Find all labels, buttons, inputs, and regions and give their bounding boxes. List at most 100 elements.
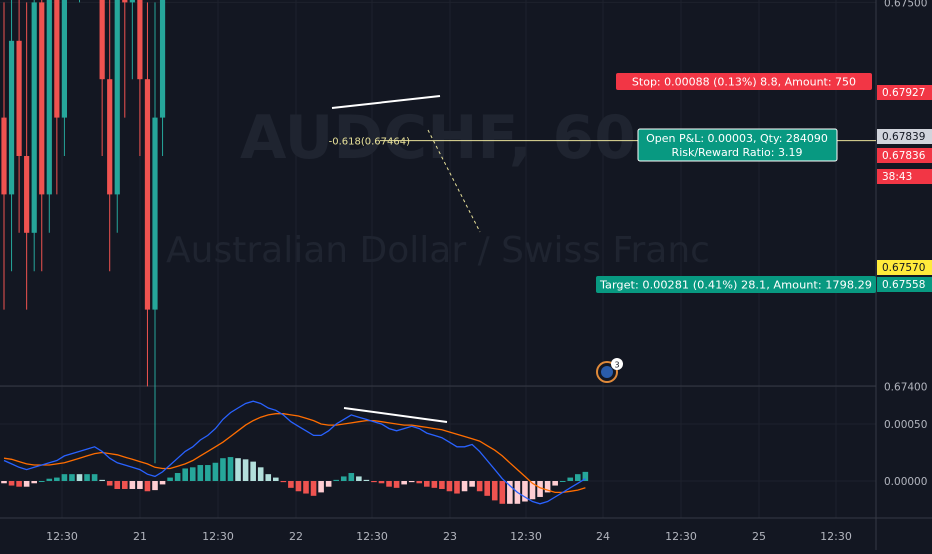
- candle-body-0: [1, 117, 7, 195]
- macd-histogram-bar-12: [91, 474, 98, 481]
- australia-flag-icon: [601, 366, 613, 378]
- macd-histogram-bar-14: [106, 481, 113, 486]
- macd-histogram-bar-34: [257, 467, 264, 481]
- macd-histogram-bar-36: [273, 477, 279, 481]
- macd-tick-1: 0.00000: [884, 476, 927, 488]
- macd-histogram-bar-66: [499, 481, 506, 504]
- price-tag-3: 38:43: [882, 171, 912, 183]
- candle-body-4: [31, 2, 37, 233]
- trend-drawings[interactable]: [331, 95, 481, 423]
- macd-histogram-bar-8: [61, 474, 68, 481]
- watermark-name: Australian Dollar / Swiss Franc: [166, 230, 710, 271]
- macd-histogram-bar-76: [575, 474, 581, 481]
- macd-histogram-bar-53: [401, 481, 407, 485]
- price-tag-box-4: [877, 260, 932, 275]
- candle-body-5: [39, 2, 45, 195]
- time-tick-8: 12:30: [665, 530, 697, 543]
- macd-histogram-bar-6: [46, 478, 53, 481]
- macd-histogram-bar-70: [529, 481, 536, 500]
- macd-histogram-bar-77: [582, 471, 589, 481]
- target-label-box: [596, 276, 876, 293]
- candle-body-15: [114, 0, 120, 195]
- macd-histogram-bar-32: [242, 459, 249, 481]
- pnl-label-box: [637, 128, 838, 162]
- candle-body-16: [122, 0, 128, 3]
- candles: [1, 0, 166, 464]
- event-count-bubble: [611, 358, 623, 370]
- target-label: Target: 0.00281 (0.41%) 28.1, Amount: 17…: [599, 279, 872, 292]
- macd-histogram-bar-18: [137, 481, 143, 489]
- macd-histogram-bar-58: [439, 481, 445, 489]
- macd-histogram-bar-22: [167, 477, 173, 481]
- macd-histogram-bar-33: [250, 461, 256, 481]
- price-tag-4: 0.67570: [882, 262, 925, 274]
- price-tag-box-5: [877, 277, 932, 292]
- macd-histogram-bar-44: [333, 479, 339, 481]
- macd-histogram-bar-48: [363, 479, 370, 481]
- candle-body-14: [107, 79, 113, 195]
- macd-histogram-bar-45: [340, 476, 347, 481]
- macd-histogram-bar-51: [386, 481, 392, 487]
- macd-histogram-bar-26: [197, 465, 204, 481]
- time-tick-9: 25: [752, 530, 766, 543]
- macd-histogram-bar-57: [431, 481, 438, 488]
- macd-histogram-bar-24: [182, 468, 188, 481]
- event-badge[interactable]: 3: [596, 358, 623, 383]
- time-tick-7: 24: [596, 530, 610, 543]
- macd-histogram-bar-46: [348, 473, 355, 481]
- macd-histogram-bar-65: [491, 481, 498, 501]
- macd-histogram-bar-17: [129, 481, 136, 489]
- price-tag-box-0: [877, 85, 932, 100]
- macd-tick-0: 0.00050: [884, 419, 927, 431]
- macd-histogram-bar-43: [325, 481, 332, 487]
- macd-histogram-bar-0: [1, 481, 7, 484]
- macd-histogram-bar-61: [461, 481, 468, 492]
- macd-histogram-bar-11: [84, 474, 90, 481]
- macd-histogram-bar-13: [99, 479, 105, 481]
- price-tag-0: 0.67927: [882, 87, 925, 99]
- macd-histogram-bar-72: [544, 481, 551, 493]
- macd-histogram-bar-31: [235, 458, 241, 481]
- macd-histogram-bar-63: [476, 481, 483, 492]
- macd-histogram-bar-19: [144, 481, 151, 492]
- macd-histogram-bar-62: [469, 481, 475, 487]
- macd-histogram-bar-10: [76, 474, 83, 481]
- candle-body-2: [16, 40, 22, 156]
- macd-histogram-bar-25: [189, 467, 196, 481]
- time-tick-10: 12:30: [820, 530, 852, 543]
- macd-histogram-bar-5: [38, 481, 45, 482]
- time-tick-0: 12:30: [46, 530, 78, 543]
- macd-histogram-bar-20: [152, 481, 158, 491]
- macd-histogram-bar-2: [16, 481, 22, 487]
- candle-body-13: [99, 0, 105, 80]
- stop-label-box: [616, 73, 872, 90]
- macd-panel: [1, 400, 589, 505]
- macd-histogram-bar-7: [54, 477, 60, 481]
- time-tick-2: 12:30: [202, 530, 234, 543]
- time-axis[interactable]: 12:30 21 12:30 22 12:30 23 12:30 24 12:30 25 12:30: [46, 530, 852, 543]
- macd-histogram-bar-38: [288, 481, 294, 488]
- macd-histogram-bar-59: [446, 481, 453, 492]
- macd-histogram-bar-16: [122, 481, 128, 489]
- fib-anchor-line: [427, 129, 481, 233]
- candle-body-7: [54, 0, 60, 118]
- macd-trend-line: [343, 407, 448, 423]
- time-tick-6: 12:30: [510, 530, 542, 543]
- price-tag-5: 0.67558: [882, 279, 925, 291]
- macd-histogram-bar-23: [174, 473, 181, 481]
- macd-histogram-bar-42: [318, 481, 324, 493]
- macd-histogram-bar-30: [227, 457, 234, 481]
- position-labels[interactable]: Stop: 0.00088 (0.13%) 8.8, Amount: 750 Op…: [596, 73, 876, 293]
- time-tick-3: 22: [289, 530, 303, 543]
- macd-histogram-bar-52: [393, 481, 400, 488]
- price-axis[interactable]: 0.681000.680000.679000.678000.677000.676…: [877, 0, 932, 488]
- candle-body-18: [137, 0, 143, 80]
- macd-histogram-bar-27: [205, 465, 211, 481]
- macd-histogram-bar-54: [408, 481, 415, 483]
- macd-histogram-bar-60: [454, 481, 460, 494]
- macd-histogram-bar-64: [484, 481, 490, 496]
- price-tick-6: 0.67500: [884, 0, 927, 9]
- candle-body-1: [8, 40, 15, 195]
